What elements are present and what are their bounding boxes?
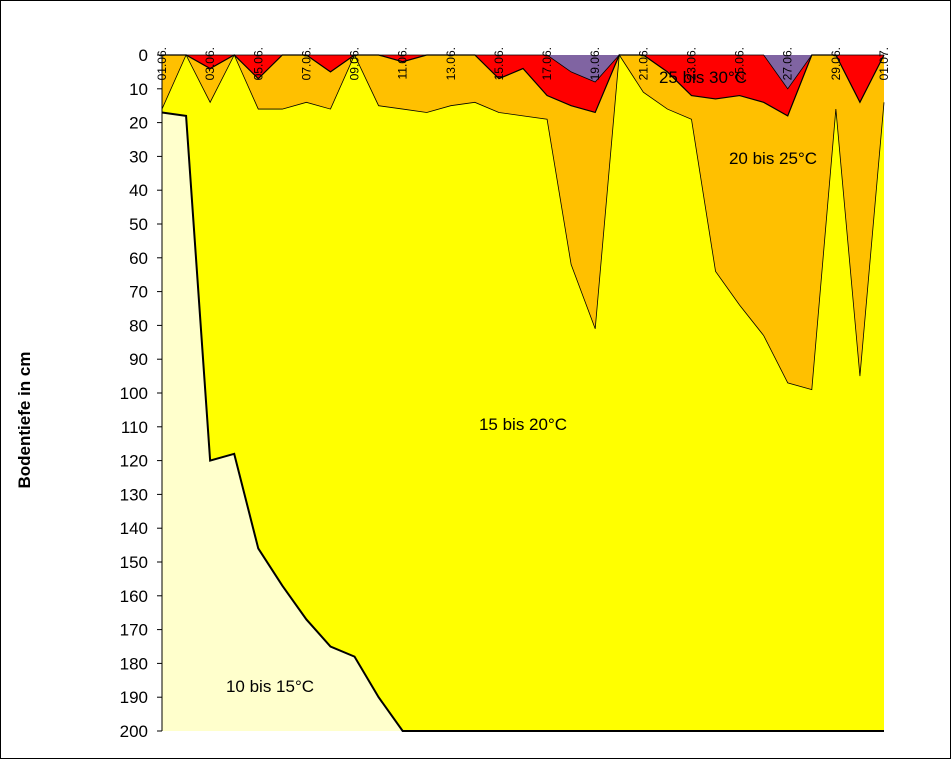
y-tick-label: 20 bbox=[129, 114, 148, 133]
x-tick-label: 01.07. bbox=[877, 47, 891, 80]
y-tick-label: 60 bbox=[129, 249, 148, 268]
y-tick-label: 200 bbox=[120, 722, 148, 741]
y-tick-label: 110 bbox=[121, 418, 148, 437]
band-label-10-15: 10 bis 15°C bbox=[226, 677, 314, 696]
y-tick-label: 10 bbox=[129, 80, 148, 99]
band-label-20-25: 20 bis 25°C bbox=[729, 149, 817, 168]
y-tick-label: 40 bbox=[129, 181, 148, 200]
isotherm-30-line bbox=[162, 54, 884, 90]
x-tick-label: 21.06. bbox=[636, 47, 650, 80]
y-tick-label: 140 bbox=[120, 519, 148, 538]
isotherm-lines bbox=[161, 53, 885, 732]
x-tick-label: 07.06. bbox=[299, 47, 313, 80]
y-tick-label: 190 bbox=[120, 688, 148, 707]
y-ticks: 0 10 20 30 40 50 60 70 80 90 100 110 120 130 140 150 160… bbox=[120, 46, 162, 741]
bands-layer bbox=[162, 55, 884, 731]
y-tick-label: 170 bbox=[120, 621, 148, 640]
x-tick-label: 25.06. bbox=[733, 47, 747, 80]
y-tick-label: 120 bbox=[120, 452, 148, 471]
isotherm-20-line bbox=[161, 53, 885, 391]
y-tick-label: 0 bbox=[139, 46, 148, 65]
y-axis-label: Bodentiefe in cm bbox=[15, 352, 34, 489]
band-10-15 bbox=[162, 112, 884, 731]
isotherm-15-line bbox=[161, 111, 884, 732]
y-tick-label: 180 bbox=[120, 654, 148, 673]
x-ticks: 01.06. 03.06. 05.06. 07.06. 09.06. 11.06. 13.0… bbox=[155, 47, 891, 80]
y-tick-label: 30 bbox=[129, 147, 148, 166]
y-tick-label: 50 bbox=[129, 215, 148, 234]
x-tick-label: 15.06. bbox=[492, 47, 506, 80]
x-tick-label: 05.06. bbox=[251, 47, 265, 80]
x-tick-label: 23.06. bbox=[684, 47, 698, 80]
y-tick-label: 80 bbox=[129, 316, 148, 335]
y-tick-label: 70 bbox=[129, 283, 148, 302]
y-tick-label: 90 bbox=[129, 350, 148, 369]
x-tick-label: 01.06. bbox=[155, 47, 169, 80]
y-tick-label: 100 bbox=[120, 384, 148, 403]
x-tick-label: 27.06. bbox=[781, 47, 795, 80]
x-tick-label: 09.06. bbox=[348, 47, 362, 80]
y-tick-label: 150 bbox=[120, 553, 148, 572]
y-tick-label: 160 bbox=[120, 587, 148, 606]
x-tick-label: 19.06. bbox=[588, 47, 602, 80]
y-tick-label: 130 bbox=[120, 485, 148, 504]
band-20-25 bbox=[162, 55, 884, 390]
x-tick-label: 17.06. bbox=[540, 47, 554, 80]
x-tick-label: 11.06. bbox=[396, 47, 410, 79]
band-25-30 bbox=[162, 55, 884, 116]
x-tick-label: 03.06. bbox=[203, 47, 217, 80]
band-labels: 10 bis 15°C 15 bis 20°C 20 bis 25°C 25 b… bbox=[226, 68, 817, 696]
band-label-25-30: 25 bis 30°C bbox=[659, 68, 747, 87]
band-label-15-20: 15 bis 20°C bbox=[479, 415, 567, 434]
x-tick-label: 29.06. bbox=[829, 47, 843, 80]
x-tick-label: 13.06. bbox=[444, 47, 458, 80]
